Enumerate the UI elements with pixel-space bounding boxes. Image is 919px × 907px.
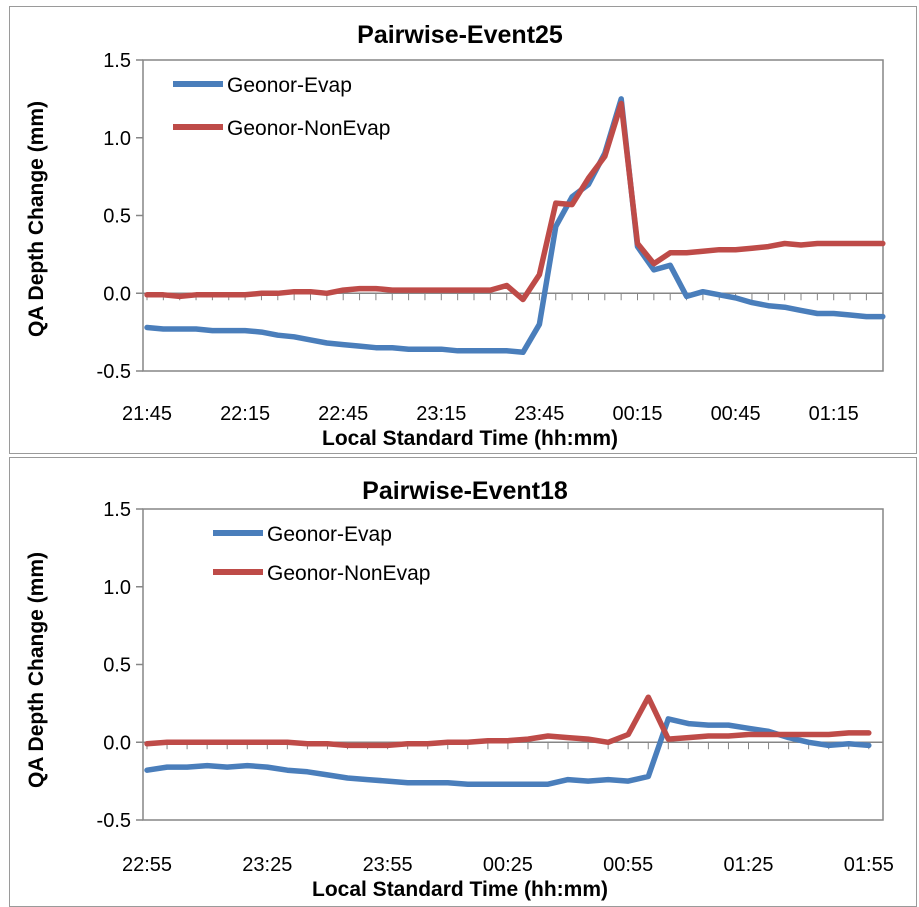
x-tick-label: 22:45 [318, 403, 368, 425]
x-tick-label: 23:15 [416, 403, 466, 425]
chart-event18: Pairwise-Event18 Local Standard Time (hh… [10, 458, 916, 906]
y-tick-label: 1.0 [103, 128, 131, 150]
series-geonor-evap [147, 719, 869, 785]
x-tick-label: 22:55 [122, 854, 172, 876]
y-axis-label: QA Depth Change (mm) [25, 101, 48, 337]
y-tick-label: -0.5 [97, 810, 131, 832]
chart-panel-event18: Pairwise-Event18 Local Standard Time (hh… [9, 457, 917, 907]
legend-label-nonevap: Geonor-NonEvap [227, 117, 390, 140]
y-tick-label: 1.5 [103, 499, 131, 521]
x-tick-label: 23:45 [514, 403, 564, 425]
x-tick-label: 00:45 [711, 403, 761, 425]
chart-panel-event25: Pairwise-Event25 Local Standard Time (hh… [9, 6, 917, 454]
x-tick-label: 00:55 [603, 854, 653, 876]
x-tick-label: 22:15 [220, 403, 270, 425]
legend-label-evap: Geonor-Evap [267, 523, 392, 546]
y-axis-label: QA Depth Change (mm) [25, 552, 48, 788]
legend: Geonor-Evap Geonor-NonEvap [213, 523, 430, 585]
x-tick-label: 00:25 [483, 854, 533, 876]
x-tick-label: 21:45 [122, 403, 172, 425]
series-line [147, 719, 869, 784]
x-tick-label: 23:55 [363, 854, 413, 876]
x-tick-label: 01:15 [809, 403, 859, 425]
chart-title: Pairwise-Event18 [362, 477, 568, 505]
series-geonor-nonevap [147, 697, 869, 745]
chart-event25: Pairwise-Event25 Local Standard Time (hh… [10, 7, 916, 453]
x-tick-label: 01:25 [723, 854, 773, 876]
y-tick-label: 0.5 [103, 206, 131, 228]
x-tick-label: 00:15 [612, 403, 662, 425]
legend: Geonor-Evap Geonor-NonEvap [173, 74, 390, 140]
legend-label-evap: Geonor-Evap [227, 74, 352, 97]
x-axis-label: Local Standard Time (hh:mm) [312, 878, 608, 901]
legend-label-nonevap: Geonor-NonEvap [267, 562, 430, 585]
x-tick-label: 01:55 [844, 854, 894, 876]
plot-area-border [143, 60, 883, 371]
y-tick-label: 0.0 [103, 283, 131, 305]
axes: 1.5 1.0 0.5 0.0 -0.5 21:45 22:15 22:45 23:15 23:4… [97, 50, 883, 425]
plot-area-border [143, 509, 883, 820]
x-axis-label: Local Standard Time (hh:mm) [322, 427, 618, 450]
axes: 1.5 1.0 0.5 0.0 -0.5 22:55 23:25 23:55 00:25 00:5… [97, 499, 894, 876]
y-tick-label: 1.5 [103, 50, 131, 72]
x-tick-label: 23:25 [242, 854, 292, 876]
y-tick-label: 1.0 [103, 577, 131, 599]
y-tick-label: 0.5 [103, 655, 131, 677]
y-tick-label: -0.5 [97, 361, 131, 383]
series-line [147, 697, 869, 745]
y-tick-label: 0.0 [103, 732, 131, 754]
chart-title: Pairwise-Event25 [357, 21, 563, 49]
